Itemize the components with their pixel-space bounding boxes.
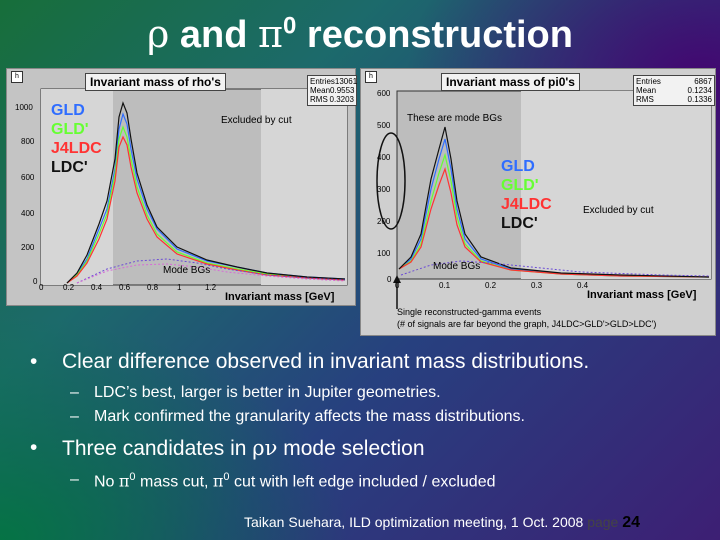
legend-gld: GLD (51, 102, 85, 119)
bullet-dot: • (30, 436, 38, 459)
left-excluded-label: Excluded by cut (221, 115, 292, 126)
single-gamma-line1: Single reconstructed-gamma events (397, 307, 542, 317)
right-mode-note: These are mode BGs (407, 113, 503, 124)
title-pi: π (258, 12, 284, 56)
bullet-2-sub-1: – No π0 mass cut, π0 cut with left edge … (70, 471, 496, 491)
title-and: and (169, 14, 259, 56)
bullet-1-sub-2: – Mark confirmed the granularity affects… (70, 408, 525, 425)
page-number: 24 (622, 514, 641, 531)
left-legend: GLD GLD' J4LDC LDC' (51, 101, 102, 177)
right-stats-box: Entries 6867 Mean 0.1234 RMS 0.1336 (633, 75, 715, 106)
legend-gld: GLD (501, 158, 535, 175)
rho-mass-histogram: h Invariant mass of rho's Entries 13061 M… (6, 68, 357, 306)
pi0-mass-histogram: h Invariant mass of pi0's Entries 6867 Me… (360, 68, 716, 336)
legend-ldc-prime: LDC' (51, 159, 88, 176)
bullet-1: • Clear difference observed in invariant… (30, 350, 590, 373)
rho-histogram-canvas (40, 88, 348, 286)
footer: Taikan Suehara, ILD optimization meeting… (244, 514, 640, 532)
single-gamma-line2: (# of signals are far beyond the graph, … (397, 319, 657, 329)
left-hist-title: Invariant mass of rho's (85, 73, 226, 91)
right-corner-box: h (365, 71, 377, 83)
title-rest: reconstruction (296, 14, 573, 56)
footer-text: Taikan Suehara, ILD optimization meeting… (244, 514, 588, 530)
legend-ldc-prime: LDC' (501, 215, 538, 232)
legend-gld-prime: GLD' (51, 121, 89, 138)
bullet-1-sub-1: – LDC’s best, larger is better in Jupite… (70, 384, 441, 401)
title-sup: 0 (283, 12, 297, 40)
bullet-list: • Clear difference observed in invariant… (30, 350, 710, 491)
left-corner-box: h (11, 71, 23, 83)
left-stats-box: Entries 13061 Mean 0.9553 RMS 0.3203 (307, 75, 357, 106)
legend-j4ldc: J4LDC (51, 140, 102, 157)
legend-j4ldc: J4LDC (501, 196, 552, 213)
legend-gld-prime: GLD' (501, 177, 539, 194)
right-hist-title: Invariant mass of pi0's (441, 73, 580, 91)
bullet-2: • Three candidates in ρν mode selection (30, 436, 425, 460)
left-xlabel: Invariant mass [GeV] (225, 291, 335, 303)
bullet-dot: • (30, 350, 38, 373)
right-excluded-label: Excluded by cut (583, 205, 654, 216)
title-rho: ρ (147, 12, 170, 56)
right-xlabel: Invariant mass [GeV] (587, 289, 697, 301)
footer-page-label: page (587, 514, 623, 530)
right-mode-bgs: Mode BGs (433, 261, 481, 272)
slide-title: ρ and π0 reconstruction (0, 12, 720, 57)
left-mode-bgs: Mode BGs (163, 265, 211, 276)
pi0-histogram-canvas (376, 90, 712, 309)
right-legend: GLD GLD' J4LDC LDC' (501, 157, 552, 233)
